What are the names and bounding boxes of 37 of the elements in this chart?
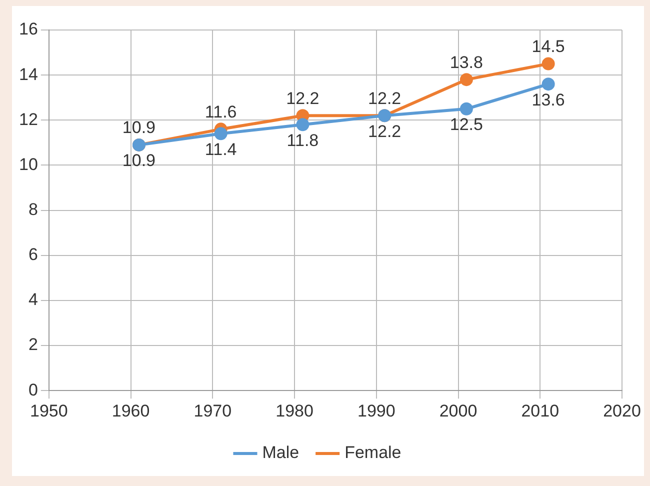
y-tick-label: 12 xyxy=(18,110,38,129)
x-tick-label: 1960 xyxy=(112,401,150,420)
x-tick-label: 2010 xyxy=(521,401,560,420)
data-label: 12.5 xyxy=(450,115,483,134)
data-label: 10.9 xyxy=(122,118,156,138)
y-tick-label: 2 xyxy=(28,335,38,354)
x-tick-label: 1980 xyxy=(276,401,314,420)
data-label: 12.2 xyxy=(368,88,402,108)
x-tick-label: 1970 xyxy=(194,401,232,420)
point xyxy=(214,127,228,140)
y-tick-label: 16 xyxy=(18,20,38,39)
data-label: 12.2 xyxy=(286,88,320,108)
data-label: 12.2 xyxy=(368,122,402,141)
x-tick-label: 1950 xyxy=(30,401,68,420)
point xyxy=(542,57,555,70)
point xyxy=(460,73,473,86)
x-tick-label: 1990 xyxy=(357,401,396,420)
data-label: 11.4 xyxy=(204,140,237,159)
legend-label: Male xyxy=(262,443,300,462)
y-tick-label: 6 xyxy=(28,245,38,264)
data-label: 11.8 xyxy=(286,130,319,150)
y-tick-label: 14 xyxy=(18,64,38,84)
y-tick-label: 8 xyxy=(28,200,38,219)
data-label: 11.6 xyxy=(204,102,237,122)
point xyxy=(460,102,473,116)
y-tick-label: 4 xyxy=(28,290,38,310)
x-tick-label: 2020 xyxy=(603,401,641,420)
legend-label: Female xyxy=(344,443,402,462)
data-label: 13.6 xyxy=(532,90,565,110)
data-label: 10.9 xyxy=(122,151,156,170)
x-tick-label: 2000 xyxy=(439,401,478,420)
data-label: 13.8 xyxy=(450,52,483,72)
y-tick-label: 0 xyxy=(28,380,38,400)
y-tick-label: 10 xyxy=(18,154,38,174)
data-label: 14.5 xyxy=(532,36,565,56)
point xyxy=(542,78,555,91)
point xyxy=(296,118,310,132)
